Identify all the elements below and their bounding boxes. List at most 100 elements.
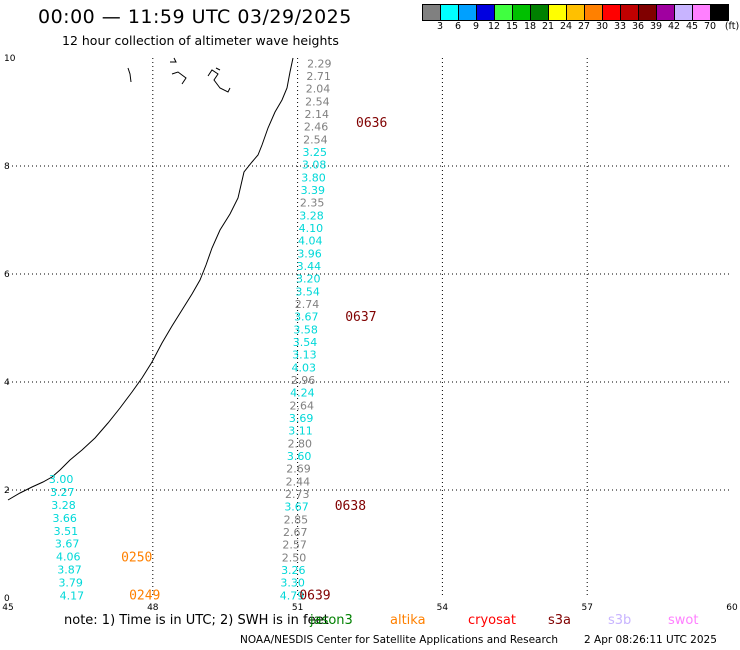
time-label: 0250 <box>121 551 152 566</box>
time-label: 0636 <box>356 116 387 131</box>
swh-value: 3.67 <box>284 501 309 514</box>
satellite-jason3: jason3 <box>310 613 353 628</box>
swh-value: 2.44 <box>286 475 311 488</box>
swh-value: 4.79 <box>280 589 305 602</box>
swh-value: 2.73 <box>285 488 310 501</box>
satellite-s3b: s3b <box>608 613 632 628</box>
swh-value: 3.69 <box>289 412 314 425</box>
swh-value: 3.25 <box>303 146 328 159</box>
swh-value: 4.04 <box>298 235 323 248</box>
legend-labels: 3 6 9 12 15 18 21 24 27 30 33 36 39 42 45 70 (ft) <box>422 21 740 33</box>
swh-value: 3.79 <box>58 576 83 589</box>
color-legend <box>422 4 729 21</box>
swh-value: 2.57 <box>282 539 307 552</box>
x-tick-label: 48 <box>147 603 159 613</box>
legend-label: 45 <box>685 21 699 32</box>
satellite-altika: altika <box>390 613 426 628</box>
map-title: 00:00 — 11:59 UTC 03/29/2025 <box>38 6 352 28</box>
swh-value: 3.67 <box>294 311 319 324</box>
legend-unit: (ft) <box>724 21 740 32</box>
swh-value: 2.67 <box>283 526 308 539</box>
x-tick-label: 45 <box>2 603 13 613</box>
y-tick-label: 4 <box>4 378 10 388</box>
island-path <box>207 67 231 93</box>
track-2: 3.003.273.283.663.513.674.063.873.794.17… <box>49 473 161 603</box>
legend-label: 36 <box>631 21 645 32</box>
time-label: 0638 <box>335 499 366 514</box>
x-tick-label: 60 <box>726 603 738 613</box>
axis-labels: 45 48 51 54 57 60 0 2 4 6 8 10 <box>2 54 738 613</box>
swh-value: 2.96 <box>291 374 316 387</box>
swh-value: 3.60 <box>287 450 312 463</box>
swh-value: 2.46 <box>304 121 329 134</box>
legend-label: 15 <box>505 21 519 32</box>
y-tick-label: 10 <box>4 54 16 64</box>
swh-value: 2.50 <box>282 551 307 564</box>
map-subtitle: 12 hour collection of altimeter wave hei… <box>62 33 339 48</box>
swh-value: 3.44 <box>297 260 322 273</box>
swh-value: 3.80 <box>301 171 326 184</box>
x-tick-label: 57 <box>581 603 592 613</box>
coastline <box>7 57 294 501</box>
swh-value: 4.17 <box>60 589 85 602</box>
legend-label: 21 <box>541 21 555 32</box>
swh-value: 2.14 <box>304 108 329 121</box>
legend-label: 42 <box>667 21 681 32</box>
legend-label: 6 <box>454 21 462 32</box>
swh-value: 3.26 <box>281 564 306 577</box>
swh-value: 2.64 <box>290 399 315 412</box>
swh-value: 3.08 <box>302 159 327 172</box>
swh-value: 3.39 <box>301 184 326 197</box>
swh-value: 3.54 <box>293 336 318 349</box>
satellite-swot: swot <box>668 613 699 628</box>
swh-value: 2.35 <box>300 197 325 210</box>
time-label: 0249 <box>129 588 160 603</box>
swh-value: 3.11 <box>288 425 313 438</box>
swh-value: 3.66 <box>52 512 77 525</box>
swh-value: 2.29 <box>307 57 332 70</box>
swh-value: 2.69 <box>286 463 311 476</box>
swh-value: 3.13 <box>292 349 317 362</box>
legend-label: 30 <box>595 21 609 32</box>
y-tick-label: 2 <box>4 486 10 496</box>
swh-value: 3.28 <box>51 499 76 512</box>
legend-label: 27 <box>577 21 591 32</box>
swh-value: 2.74 <box>295 298 320 311</box>
swh-value: 3.54 <box>295 285 320 298</box>
map-grid <box>8 58 732 598</box>
y-tick-label: 6 <box>4 270 10 280</box>
island-path <box>127 67 132 83</box>
swh-value: 4.06 <box>56 551 81 564</box>
swh-value: 4.03 <box>291 361 316 374</box>
legend-label: 3 <box>436 21 444 32</box>
time-label: 0637 <box>345 310 376 325</box>
swh-value: 2.71 <box>306 70 331 83</box>
swh-value: 3.51 <box>54 525 79 538</box>
swh-value: 4.24 <box>290 387 315 400</box>
swh-value: 3.30 <box>280 577 305 590</box>
swh-value: 3.58 <box>293 323 318 336</box>
legend-label: 70 <box>703 21 717 32</box>
swh-value: 3.87 <box>57 564 82 577</box>
legend-label: 18 <box>523 21 537 32</box>
y-tick-label: 8 <box>4 162 10 172</box>
swh-value: 2.85 <box>284 513 309 526</box>
swh-value: 3.28 <box>299 209 324 222</box>
time-label: 0639 <box>299 588 330 603</box>
legend-label: 39 <box>649 21 663 32</box>
legend-label: 12 <box>487 21 501 32</box>
satellite-tracks: 2.292.712.042.542.142.462.543.253.083.80… <box>49 57 387 603</box>
credit-line: NOAA/NESDIS Center for Satellite Applica… <box>240 634 558 646</box>
x-tick-label: 51 <box>292 603 303 613</box>
swh-value: 3.27 <box>50 486 75 499</box>
swh-value: 3.20 <box>296 273 321 286</box>
swh-value: 2.54 <box>305 95 330 108</box>
legend-label: 24 <box>559 21 573 32</box>
satellite-cryosat: cryosat <box>468 613 516 628</box>
timestamp: 2 Apr 08:26:11 UTC 2025 <box>584 634 717 646</box>
footer-note: note: 1) Time is in UTC; 2) SWH is in fe… <box>64 613 329 628</box>
legend-label: 9 <box>472 21 480 32</box>
x-tick-label: 54 <box>437 603 449 613</box>
swh-value: 2.54 <box>303 133 328 146</box>
